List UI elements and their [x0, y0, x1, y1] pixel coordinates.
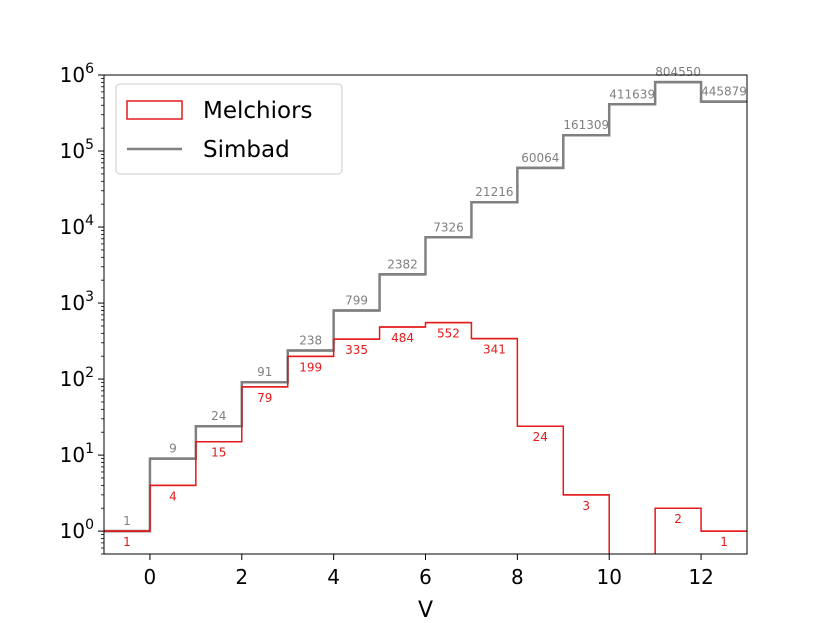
- y-tick-exponent: 5: [85, 137, 94, 153]
- y-tick-exponent: 3: [85, 289, 94, 305]
- y-tick-label: 100: [60, 517, 94, 543]
- x-axis: 0 2 4 6 8 10 12: [144, 554, 714, 589]
- legend: Melchiors Simbad: [115, 83, 343, 175]
- x-tick-label: 8: [511, 565, 524, 589]
- x-tick-label: 12: [688, 565, 713, 589]
- value-label-simbad: 91: [257, 365, 272, 379]
- y-tick-label: 103: [60, 289, 94, 315]
- value-label-simbad: 60064: [521, 151, 559, 165]
- legend-label-simbad: Simbad: [203, 137, 290, 163]
- y-tick-exponent: 2: [85, 365, 94, 381]
- value-label-melchiors: 15: [211, 446, 226, 460]
- series-simbad: [104, 80, 747, 533]
- value-label-melchiors: 1: [720, 535, 728, 549]
- value-label-simbad: 445879: [701, 85, 747, 99]
- value-label-simbad: 24: [211, 409, 226, 423]
- y-tick-label: 101: [60, 441, 94, 467]
- y-tick-label: 104: [60, 213, 94, 239]
- y-tick-label: 106: [60, 61, 94, 87]
- value-label-melchiors: 552: [437, 327, 460, 341]
- value-label-melchiors: 341: [483, 343, 506, 357]
- value-label-simbad: 2382: [387, 257, 418, 271]
- value-label-melchiors: 335: [345, 343, 368, 357]
- y-tick-base: 10: [60, 63, 85, 87]
- series-layer: [104, 80, 747, 554]
- value-label-melchiors: 484: [391, 331, 414, 345]
- value-label-simbad: 1: [123, 514, 131, 528]
- y-tick-exponent: 1: [85, 441, 94, 457]
- value-label-melchiors: 3: [582, 499, 590, 513]
- y-tick-exponent: 0: [85, 517, 94, 533]
- y-tick-base: 10: [60, 291, 85, 315]
- y-tick-base: 10: [60, 215, 85, 239]
- x-tick-label: 6: [419, 565, 432, 589]
- y-tick-base: 10: [60, 139, 85, 163]
- x-tick-label: 0: [144, 565, 157, 589]
- x-axis-label: V: [418, 598, 433, 623]
- value-label-melchiors: 4: [169, 489, 177, 503]
- value-label-melchiors: 199: [299, 360, 322, 374]
- x-tick-label: 4: [327, 565, 340, 589]
- x-tick-label: 10: [596, 565, 621, 589]
- value-label-melchiors: 24: [533, 430, 548, 444]
- value-label-simbad: 411639: [609, 87, 655, 101]
- value-label-simbad: 7326: [433, 220, 464, 234]
- y-tick-base: 10: [60, 367, 85, 391]
- y-tick-label: 105: [60, 137, 94, 163]
- value-label-simbad: 161309: [563, 118, 609, 132]
- y-tick-base: 10: [60, 519, 85, 543]
- value-label-simbad: 799: [345, 293, 368, 307]
- value-label-simbad: 238: [299, 333, 322, 347]
- y-tick-base: 10: [60, 443, 85, 467]
- y-tick-label: 102: [60, 365, 94, 391]
- legend-swatch-melchiors: [126, 100, 183, 120]
- value-label-simbad: 9: [169, 442, 177, 456]
- value-label-simbad: 21216: [475, 185, 513, 199]
- value-label-melchiors: 2: [674, 512, 682, 526]
- legend-label-melchiors: Melchiors: [203, 98, 313, 124]
- value-label-layer: 1924912387992382732621216600641613094116…: [123, 65, 747, 549]
- x-tick-label: 2: [235, 565, 248, 589]
- value-label-melchiors: 1: [123, 535, 131, 549]
- y-tick-exponent: 4: [85, 213, 94, 229]
- value-label-simbad: 804550: [655, 65, 701, 79]
- series-melchiors: [104, 321, 747, 554]
- legend-frame: [115, 83, 343, 175]
- value-label-melchiors: 79: [257, 391, 272, 405]
- y-tick-exponent: 6: [85, 61, 94, 77]
- histogram-step-melchiors: [104, 321, 747, 554]
